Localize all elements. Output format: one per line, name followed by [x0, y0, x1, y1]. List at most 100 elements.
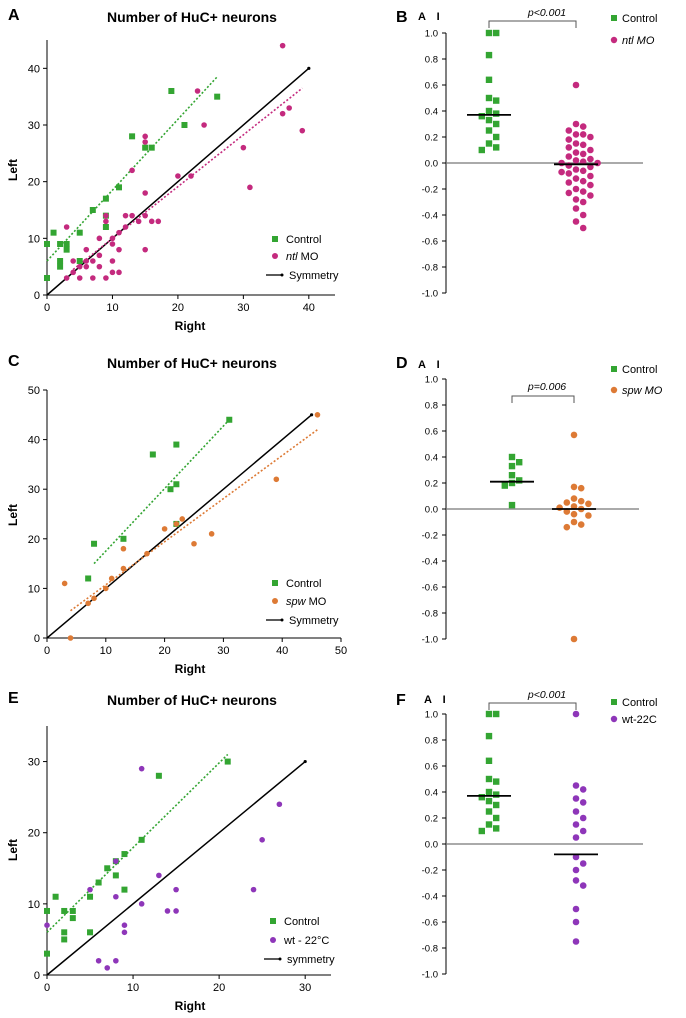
y-tick-label: 0 [34, 290, 40, 302]
data-point-control [516, 477, 523, 484]
data-point-wt-22-c [113, 957, 119, 964]
data-point-wt-22c [572, 821, 580, 828]
data-point-wt-22c [572, 853, 580, 861]
data-point-ntl-mo [83, 246, 90, 253]
y-tick-label: 0.0 [425, 159, 438, 170]
data-point-control [102, 195, 109, 202]
legend-marker-ntl-mo [272, 253, 278, 259]
data-point-ntl-mo [109, 235, 116, 242]
data-point-ntl-mo [572, 175, 580, 182]
panel-d-p-value: p=0.006 [527, 381, 566, 393]
panel-a-xlabel: Right [175, 319, 206, 333]
data-point-control [57, 263, 64, 270]
data-point-control [44, 275, 50, 281]
data-point-ntl-mo [565, 153, 573, 160]
y-tick-label: 0.4 [425, 788, 438, 799]
data-point-ntl-mo [70, 258, 76, 264]
data-point-ntl-mo [579, 158, 587, 165]
data-point-control [61, 929, 68, 936]
significance-bracket [488, 702, 577, 710]
data-point-ntl-mo [565, 179, 573, 186]
data-point-spw-mo [120, 565, 127, 572]
data-point-spw-mo [108, 575, 115, 582]
data-point-ntl-mo [83, 258, 90, 264]
y-tick-label: 0.6 [425, 427, 438, 438]
legend-label-ntl-mo: ntl MO [286, 251, 319, 263]
y-tick-label: -0.2 [422, 866, 438, 877]
y-tick-label: -0.8 [422, 263, 438, 274]
panel-label-c: C [8, 353, 20, 370]
panel-e-xlabel: Right [175, 999, 206, 1013]
data-point-control [76, 229, 83, 236]
data-point-control [485, 76, 493, 83]
x-tick-label: 0 [44, 302, 50, 314]
data-point-control [485, 29, 493, 37]
y-tick-label: 0 [34, 970, 40, 982]
y-tick-label: 0.4 [425, 453, 438, 464]
y-tick-label: -0.2 [422, 185, 438, 196]
data-point-ntl-mo [572, 131, 580, 138]
data-point-control [89, 207, 96, 213]
data-point-ntl-mo [155, 218, 162, 225]
legend-marker-control [611, 15, 617, 21]
data-point-control [493, 133, 500, 141]
x-tick-label: 40 [303, 302, 315, 314]
y-tick-label: 0.4 [425, 107, 438, 118]
data-point-ntl-mo [96, 263, 103, 270]
data-point-wt-22-c [250, 886, 257, 893]
data-point-control [485, 788, 493, 796]
data-point-ntl-mo [594, 159, 601, 167]
data-point-ntl-mo [587, 155, 594, 163]
x-tick-label: 20 [158, 645, 170, 657]
legend-marker-symmetry [280, 618, 284, 622]
data-point-ntl-mo [279, 42, 286, 49]
data-point-control [508, 472, 516, 479]
data-point-spw-mo [577, 497, 585, 505]
data-point-ntl-mo [103, 275, 109, 281]
panel-f-legend: Control wt-22C [610, 697, 657, 726]
y-tick-label: -0.6 [422, 237, 438, 248]
data-point-ntl-mo [90, 275, 96, 281]
y-tick-label: 0.0 [425, 505, 438, 516]
fit-line-spw-mo [70, 429, 318, 612]
data-point-control [493, 825, 500, 832]
data-point-ntl-mo [572, 149, 580, 156]
data-point-control [493, 29, 500, 37]
data-point-control [121, 886, 128, 893]
data-point-ntl-mo [142, 133, 148, 140]
data-point-control [485, 710, 493, 718]
data-point-control [87, 893, 94, 900]
y-tick-label: 30 [28, 484, 40, 496]
symmetry-line-end [307, 66, 311, 70]
data-point-wt-22-c [259, 837, 265, 843]
y-tick-label: 30 [28, 757, 40, 769]
data-point-ntl-mo [142, 246, 148, 253]
data-point-wt-22-c [276, 801, 283, 808]
data-point-control [44, 950, 50, 957]
data-point-ntl-mo [116, 246, 122, 253]
data-point-ntl-mo [572, 196, 580, 203]
data-point-spw-mo [208, 531, 215, 537]
data-point-control [57, 258, 64, 264]
symmetry-line-end [303, 759, 307, 764]
data-point-spw-mo [570, 483, 578, 491]
legend-label-control: Control [284, 916, 319, 928]
data-point-control [485, 107, 493, 115]
data-point-ntl-mo [565, 136, 573, 143]
y-tick-label: 0.8 [425, 736, 438, 747]
data-point-ntl-mo [579, 150, 587, 158]
x-tick-label: 30 [237, 302, 249, 314]
data-point-ntl-mo [587, 146, 594, 154]
data-point-ntl-mo [188, 173, 194, 179]
panel-a-ylabel: Left [6, 159, 20, 181]
data-point-ntl-mo [279, 110, 286, 117]
data-point-ntl-mo [76, 275, 83, 281]
y-tick-label: 50 [28, 385, 40, 397]
data-point-ntl-mo [572, 140, 580, 147]
data-point-ntl-mo [587, 181, 594, 189]
y-tick-label: 0.2 [425, 133, 438, 144]
data-point-ntl-mo [587, 163, 594, 171]
data-point-control [478, 146, 485, 154]
data-point-ntl-mo [122, 224, 129, 230]
